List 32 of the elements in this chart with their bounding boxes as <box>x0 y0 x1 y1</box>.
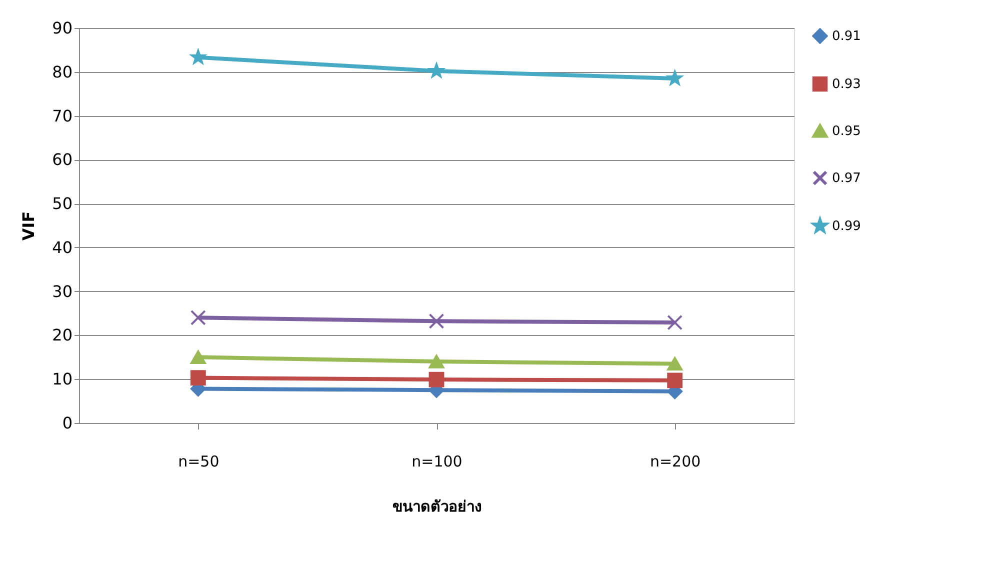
y-tick-label: 10 <box>52 370 72 389</box>
x-axis-title: ขนาดตัวอย่าง <box>392 498 482 516</box>
y-axis-title: VIF <box>19 211 38 241</box>
point <box>667 70 682 85</box>
y-tick-label: 50 <box>52 194 72 214</box>
legend-label: 0.93 <box>832 77 861 92</box>
point <box>667 356 683 371</box>
y-tick-label: 70 <box>52 106 72 126</box>
y-tick-label: 60 <box>52 150 72 170</box>
x-tick-label: n=100 <box>412 452 462 470</box>
y-tick-label: 80 <box>52 62 72 82</box>
legend-label: 0.99 <box>832 219 861 234</box>
point <box>190 50 206 64</box>
point <box>190 370 206 386</box>
y-tick-label: 0 <box>62 414 72 432</box>
legend-label: 0.95 <box>832 124 861 139</box>
point <box>667 314 683 330</box>
y-tick-label: 30 <box>52 282 72 301</box>
point <box>190 350 206 364</box>
legend-label: 0.91 <box>832 29 861 44</box>
y-tick-label: 40 <box>52 238 72 257</box>
point <box>190 310 206 326</box>
x-tick-label: n=200 <box>650 452 701 470</box>
point <box>428 313 444 329</box>
point <box>428 354 444 368</box>
y-tick-label: 90 <box>52 18 72 38</box>
legend-label: 0.97 <box>832 171 861 186</box>
point <box>667 372 683 388</box>
x-tick-label: n=50 <box>178 452 220 470</box>
y-tick-label: 20 <box>52 326 72 345</box>
point <box>429 63 444 78</box>
point <box>428 372 444 388</box>
